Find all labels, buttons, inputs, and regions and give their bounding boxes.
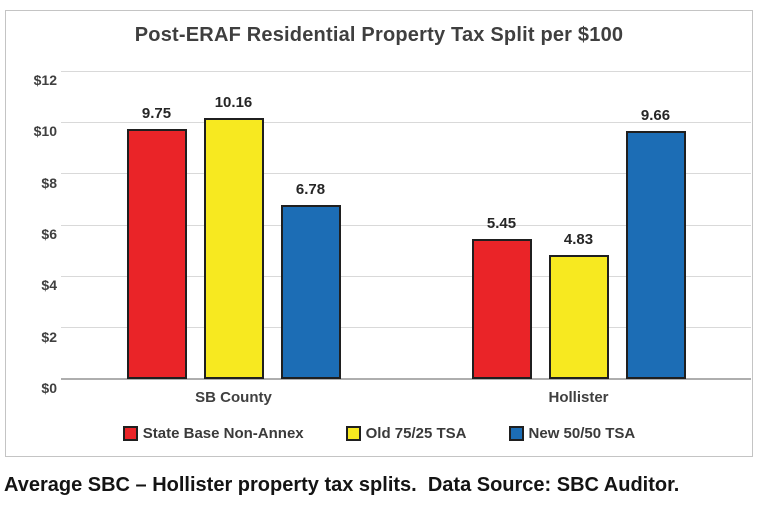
category-label: SB County (195, 389, 272, 406)
legend-label: State Base Non-Annex (142, 425, 304, 442)
legend-item: New 50/50 TSA (508, 425, 636, 442)
legend-swatch (508, 426, 524, 441)
y-tick-label: $8 (41, 174, 57, 191)
y-tick-label: $4 (41, 277, 57, 294)
category-label: Hollister (548, 389, 609, 406)
legend-item: Old 75/25 TSA (345, 425, 467, 442)
bar-value-label: 9.66 (640, 107, 671, 125)
bar (126, 128, 187, 379)
legend: State Base Non-Annex Old 75/25 TSA New 50/… (6, 425, 752, 442)
bar-value-label: 5.45 (486, 215, 517, 233)
bar-value-label: 10.16 (214, 94, 253, 112)
bar-value-label: 4.83 (563, 231, 594, 249)
y-tick-label: $10 (33, 123, 57, 140)
caption: Average SBC – Hollister property tax spl… (4, 474, 680, 496)
legend-label: New 50/50 TSA (528, 425, 636, 442)
gridline (61, 70, 751, 72)
gridline (61, 327, 751, 329)
y-tick-label: $2 (41, 328, 57, 345)
legend-item: State Base Non-Annex (122, 425, 304, 442)
gridline (61, 173, 751, 175)
gridline (61, 224, 751, 226)
x-axis-line (61, 378, 751, 380)
bar (625, 131, 686, 379)
bar (548, 255, 609, 379)
gridline (61, 275, 751, 277)
legend-label: Old 75/25 TSA (365, 425, 467, 442)
legend-swatch (122, 426, 138, 441)
bar (471, 239, 532, 379)
bar-value-label: 6.78 (295, 180, 326, 198)
gridline (61, 121, 751, 123)
y-tick-label: $0 (41, 380, 57, 396)
chart-title: Post-ERAF Residential Property Tax Split… (134, 24, 624, 46)
bar-value-label: 9.75 (141, 104, 172, 122)
plot-area: 9.75 10.16 6.78 5.45 4.83 9.66 (61, 70, 751, 380)
y-tick-label: $6 (41, 226, 57, 242)
chart: Post-ERAF Residential Property Tax Split… (5, 10, 753, 457)
y-tick-label: $12 (33, 72, 57, 88)
legend-swatch (345, 426, 361, 441)
bar (203, 118, 264, 379)
bar (280, 204, 341, 379)
